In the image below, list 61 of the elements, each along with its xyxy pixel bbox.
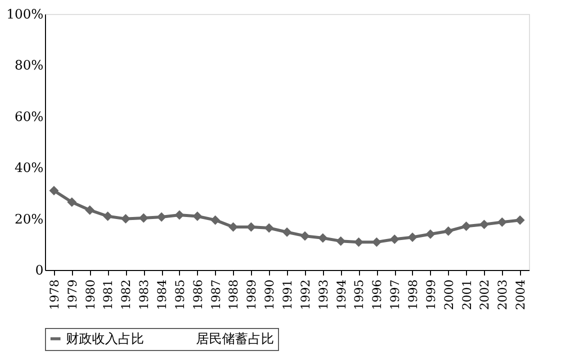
point: [479, 220, 489, 230]
x-tick-label: 2003: [496, 280, 510, 310]
x-tick-label: 1983: [137, 280, 152, 310]
y-tick-label: 100%: [6, 8, 44, 22]
x-tick-label: 1994: [334, 279, 348, 310]
point: [138, 213, 148, 223]
point: [372, 237, 382, 247]
x-tick-label: 1979: [65, 280, 80, 310]
x-tick-label: 1998: [406, 280, 420, 310]
x-tick-label: 1982: [119, 280, 134, 310]
x-tick-label: 1978: [47, 280, 62, 310]
y-tick-label: 80%: [14, 58, 44, 74]
text: 居民储蓄占比: [196, 332, 274, 347]
point: [282, 227, 292, 237]
x-tick-label: 1986: [190, 280, 205, 310]
y-tick-label: 0: [35, 264, 44, 278]
x-tick-label: 1988: [226, 280, 241, 310]
point: [120, 214, 130, 224]
point: [85, 205, 95, 215]
point: [336, 236, 346, 246]
point: [174, 210, 184, 220]
x-tick-label: 2002: [478, 280, 492, 310]
point: [444, 226, 454, 236]
point: [497, 217, 507, 227]
x-tick-label: 1984: [155, 279, 170, 310]
legend-label: 财政收入占比: [66, 332, 144, 347]
x-tick-label: 2001: [460, 280, 474, 310]
point: [210, 215, 220, 225]
point: [67, 197, 77, 207]
y-tick-label: 20%: [14, 212, 44, 228]
x-tick-label: 1991: [280, 280, 294, 310]
point: [156, 212, 166, 222]
x-tick-label: 1989: [244, 280, 259, 310]
x-tick-label: 1995: [352, 280, 366, 310]
point: [300, 231, 310, 241]
x-tick-label: 1981: [101, 280, 116, 310]
x-tick-label: 1996: [370, 280, 384, 310]
point: [390, 234, 400, 244]
x-tick-label: 1997: [388, 280, 402, 310]
point: [354, 237, 364, 247]
x-tick-label: 1993: [316, 280, 330, 310]
point: [515, 215, 525, 225]
point: [318, 233, 328, 243]
y-tick-label: 60%: [14, 110, 44, 125]
point: [426, 229, 436, 239]
point: [49, 186, 59, 196]
x-tick-label: 1980: [83, 280, 98, 310]
point: [408, 232, 418, 242]
y-tick-label: 40%: [14, 161, 44, 176]
point: [103, 211, 112, 221]
point: [228, 222, 238, 232]
x-tick-label: 1990: [262, 280, 277, 310]
point: [264, 223, 274, 233]
x-tick-label: 1999: [424, 280, 438, 310]
point: [462, 221, 471, 231]
x-tick-label: 1987: [208, 280, 223, 310]
x-tick-label: 2004: [514, 279, 528, 310]
x-tick-label: 1992: [298, 280, 312, 310]
point: [192, 211, 202, 221]
x-tick-label: 2000: [442, 280, 456, 310]
x-tick-label: 1985: [172, 280, 187, 310]
